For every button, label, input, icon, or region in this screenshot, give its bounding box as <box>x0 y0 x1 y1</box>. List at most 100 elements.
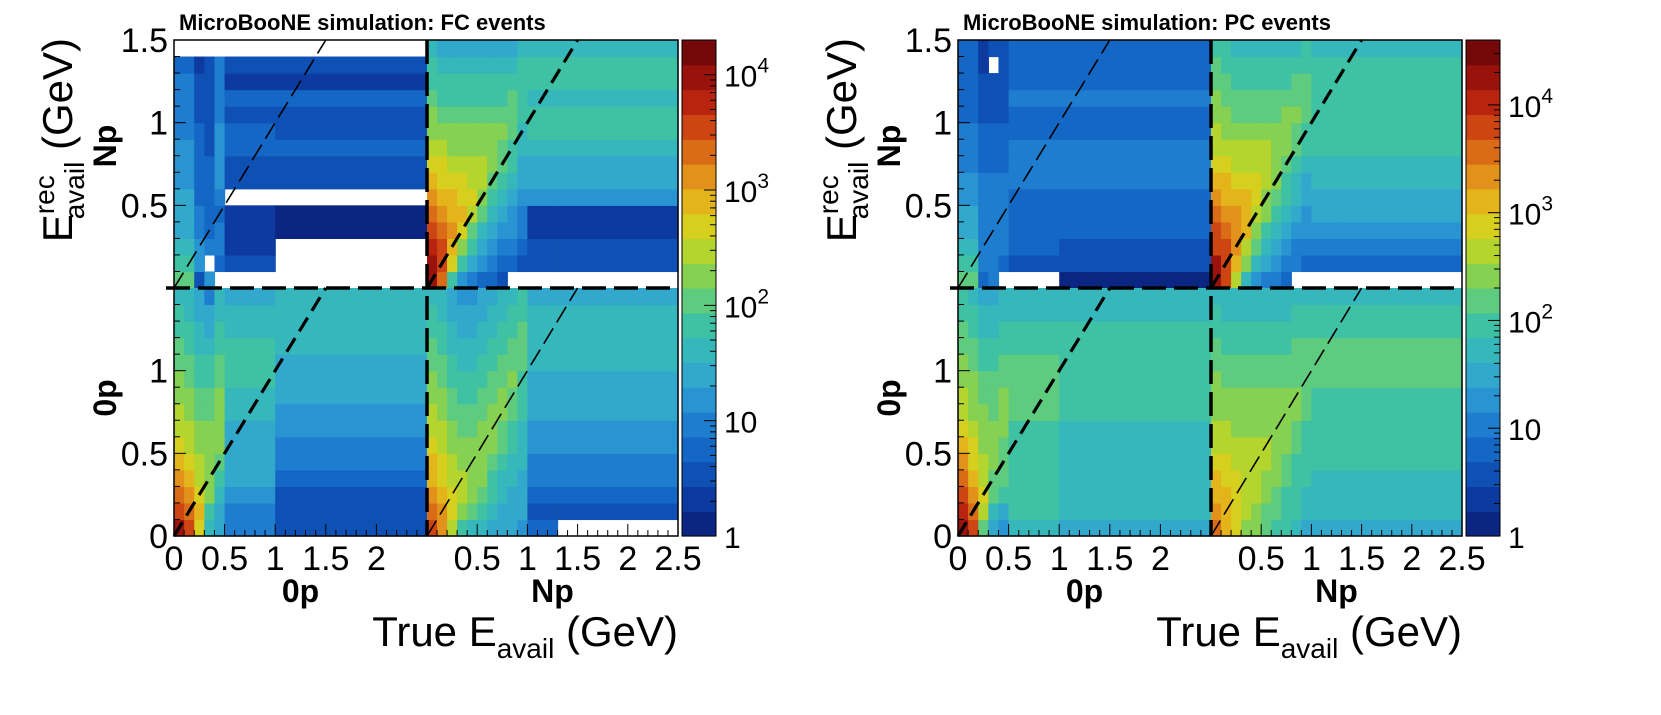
heatmap-cell <box>968 486 979 504</box>
heatmap-cell <box>1301 469 1312 487</box>
heatmap-cell <box>194 205 205 223</box>
heatmap-cell <box>1059 106 1212 124</box>
heatmap-cell <box>527 172 559 190</box>
heatmap-cell <box>437 436 448 454</box>
heatmap-cell <box>224 420 276 438</box>
heatmap-cell <box>174 453 185 471</box>
heatmap-cell <box>437 89 448 107</box>
heatmap-cell <box>437 56 448 74</box>
heatmap-cell <box>184 469 195 487</box>
heatmap-cell <box>204 139 216 157</box>
heatmap-cell <box>497 139 508 157</box>
heatmap-cell <box>437 304 448 322</box>
heatmap-cell <box>1261 420 1272 438</box>
heatmap-cell <box>998 40 1010 58</box>
colorbar-swatch <box>682 288 716 314</box>
heatmap-cell <box>1221 73 1232 91</box>
heatmap-cell <box>978 271 989 289</box>
heatmap-cell <box>275 73 428 91</box>
heatmap-cell <box>477 453 488 471</box>
heatmap-cell <box>978 436 989 454</box>
x-tick-label: 1 <box>1050 540 1069 578</box>
heatmap-cell <box>1341 40 1463 58</box>
heatmap-cell <box>275 370 428 388</box>
heatmap-cell <box>1301 106 1312 124</box>
heatmap-cell <box>467 288 478 306</box>
heatmap-cell <box>1211 288 1222 306</box>
heatmap-cell <box>1008 254 1060 273</box>
heatmap-cell <box>557 420 679 438</box>
heatmap-cell <box>487 73 498 91</box>
heatmap-cell <box>1301 188 1312 206</box>
heatmap-cell <box>988 321 1000 339</box>
colorbar-tick-base: 10 <box>1508 91 1541 124</box>
heatmap-cell <box>275 122 428 140</box>
heatmap-cell <box>978 519 989 537</box>
heatmap-cell <box>1211 502 1222 521</box>
heatmap-cell <box>527 370 559 388</box>
heatmap-cell <box>204 73 216 91</box>
diagonal-reference-line <box>957 39 1111 289</box>
heatmap-cell <box>1311 56 1343 74</box>
heatmap-cell <box>1008 288 1060 306</box>
heatmap-cell <box>1261 172 1272 190</box>
heatmap-cell <box>1271 387 1282 405</box>
heatmap-cell <box>958 122 979 140</box>
heatmap-cell <box>487 254 498 273</box>
heatmap-cell <box>174 486 185 504</box>
heatmap-cell <box>978 469 989 487</box>
heatmap-cell <box>1261 205 1272 223</box>
heatmap-cell <box>1341 370 1463 388</box>
heatmap-cell <box>1221 337 1232 355</box>
heatmap-cell <box>1281 254 1292 273</box>
heatmap-cell <box>174 56 195 74</box>
heatmap-cell <box>224 221 276 239</box>
heatmap-cell <box>1341 436 1463 454</box>
heatmap-cell <box>1291 221 1302 239</box>
heatmap-cell <box>1251 122 1262 140</box>
heatmap-cell <box>437 139 448 157</box>
heatmap-cell <box>517 238 528 256</box>
heatmap-cell <box>507 436 518 454</box>
heatmap-cell <box>1271 73 1282 91</box>
heatmap-cell <box>978 337 989 355</box>
heatmap-cell <box>447 288 458 306</box>
heatmap-cell <box>1211 387 1222 405</box>
heatmap-cell <box>988 40 1000 58</box>
heatmap-cell <box>1251 502 1262 521</box>
heatmap-cell <box>447 469 458 487</box>
heatmap-cell <box>457 436 468 454</box>
heatmap-cell <box>214 172 226 190</box>
heatmap-cell <box>1221 238 1232 256</box>
heatmap-cell <box>1241 155 1252 173</box>
colorbar-swatch <box>1466 238 1500 264</box>
colorbar-tick-exponent: 3 <box>1541 193 1553 216</box>
heatmap-cell <box>1221 40 1232 58</box>
heatmap-cell <box>184 304 195 322</box>
heatmap-cell <box>1008 139 1060 157</box>
heatmap-cell <box>497 387 508 405</box>
heatmap-cell <box>477 205 488 223</box>
heatmap-cell <box>1291 139 1302 157</box>
heatmap-cell <box>1231 172 1242 190</box>
heatmap-cell <box>204 188 216 206</box>
heatmap-cell <box>1231 370 1242 388</box>
heatmap-cell <box>174 106 195 124</box>
heatmap-cell <box>204 122 216 140</box>
heatmap-cell <box>1008 321 1060 339</box>
heatmap-cell <box>437 354 448 372</box>
heatmap-cell <box>527 288 559 306</box>
colorbar-swatch <box>1466 64 1500 91</box>
heatmap-cell <box>447 188 458 206</box>
heatmap-cell <box>457 370 468 388</box>
heatmap-cell <box>988 486 1000 504</box>
heatmap-cell <box>1241 221 1252 239</box>
heatmap-cell <box>204 453 216 471</box>
heatmap-cell <box>1251 288 1262 306</box>
heatmap-cell <box>1291 238 1302 256</box>
heatmap-cell <box>437 122 448 140</box>
heatmap-cell <box>224 387 276 405</box>
heatmap-cell <box>1231 354 1242 372</box>
heatmap-cell <box>1341 288 1463 306</box>
heatmap-cell <box>214 420 226 438</box>
